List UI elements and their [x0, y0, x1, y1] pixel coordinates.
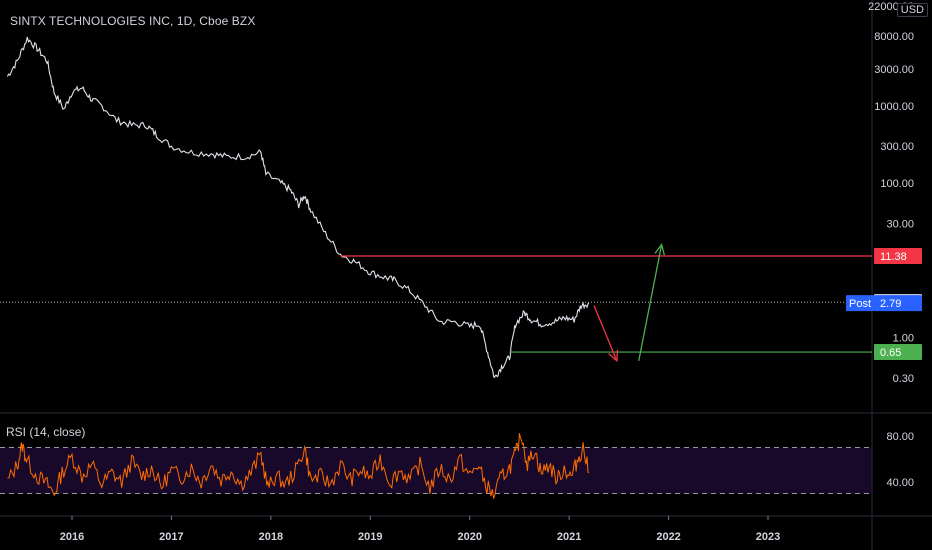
price-tick-label: 1.00 [893, 333, 914, 345]
time-tick-label: 2021 [557, 531, 581, 543]
time-tick-label: 2018 [259, 531, 283, 543]
support-price-tag-bg [874, 344, 922, 361]
support-price-tag-label: 0.65 [880, 347, 901, 359]
forecast-arrowhead-2 [654, 243, 666, 256]
resistance-price-tag-bg [874, 247, 922, 264]
rsi-tick-label: 40.00 [886, 477, 914, 489]
price-tick-label: 0.30 [893, 373, 914, 385]
resistance-price-tag-label: 11.38 [880, 251, 907, 263]
currency-label[interactable]: USD [896, 3, 928, 17]
rsi-series-line [7, 433, 590, 499]
time-tick-label: 2019 [358, 531, 382, 543]
post-price-tag-label: 2.79 [880, 298, 901, 310]
time-tick-label: 2020 [457, 531, 481, 543]
time-tick-label: 2016 [60, 531, 84, 543]
time-tick-label: 2022 [656, 531, 680, 543]
price-tick-label: 8000.00 [874, 31, 914, 43]
forecast-arrow-1[interactable] [593, 305, 618, 362]
post-price-tag-bg [874, 295, 922, 312]
forecast-arrow-2[interactable] [638, 244, 663, 361]
price-series-line [6, 36, 590, 379]
time-tick-label: 2017 [159, 531, 183, 543]
price-tick-label: 100.00 [880, 178, 914, 190]
price-tick-label: 1000.00 [874, 101, 914, 113]
rsi-tick-label: 80.00 [886, 431, 914, 443]
post-price-tag-tag: Post [849, 298, 871, 310]
price-tick-label: 3000.00 [874, 64, 914, 76]
time-tick-label: 2023 [756, 531, 780, 543]
post-price-tag-tag-bg [846, 295, 874, 312]
chart-title: SINTX TECHNOLOGIES INC, 1D, Cboe BZX [10, 14, 256, 28]
rsi-band-background [0, 447, 872, 494]
price-tick-label: 30.00 [886, 218, 914, 230]
price-tick-label: 300.00 [880, 141, 914, 153]
rsi-title: RSI (14, close) [6, 425, 86, 439]
forecast-arrowhead-1 [608, 349, 619, 363]
